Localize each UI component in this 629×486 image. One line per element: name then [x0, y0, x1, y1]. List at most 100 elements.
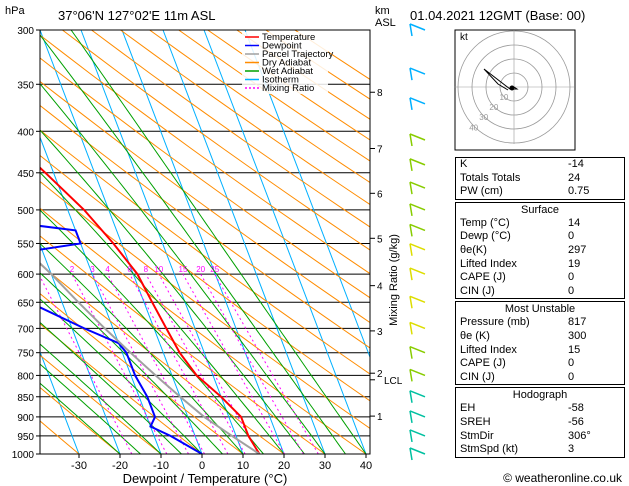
- series-temperature: [40, 166, 261, 454]
- index-row: StmSpd (kt) 3: [456, 443, 624, 457]
- wind-barb: [409, 181, 426, 189]
- index-value: 0: [568, 284, 575, 297]
- dry-adiabat-line: [40, 207, 367, 454]
- wind-barb: [409, 133, 426, 141]
- mixing-ratio-label: 2: [70, 265, 75, 274]
- index-row: Temp (°C) 14: [456, 217, 624, 231]
- index-row: PW (cm) 0.75: [456, 185, 624, 199]
- index-box-title: Most Unstable: [504, 303, 576, 316]
- hodograph-ring-label: 10: [499, 93, 508, 102]
- dry-adiabat-line: [40, 34, 370, 275]
- wind-barb-flag: [409, 23, 413, 37]
- wet-adiabat-line: [40, 298, 203, 454]
- wind-barb: [409, 23, 426, 31]
- dry-adiabat-line: [40, 354, 162, 454]
- isotherm-line: [40, 243, 121, 454]
- km-tick-label: 6: [377, 189, 383, 200]
- x-axis-label: Dewpoint / Temperature (°C): [123, 471, 288, 486]
- wet-adiabat-line: [40, 321, 182, 454]
- wet-adiabat-line: [40, 343, 162, 454]
- index-value: 817: [568, 316, 587, 329]
- wind-barb: [409, 447, 426, 455]
- mixing-ratio-line: [158, 273, 260, 454]
- index-label: Dewp (°C): [460, 230, 511, 243]
- dry-adiabat-line: [40, 57, 370, 299]
- dry-adiabat-line: [40, 235, 326, 454]
- wind-barb: [409, 429, 426, 437]
- index-row: CAPE (J) 0: [456, 357, 624, 371]
- pressure-tick-label: 850: [17, 393, 34, 404]
- series-parcel-trajectory: [40, 261, 260, 454]
- mixing-ratio-label: 15: [179, 265, 188, 274]
- index-value: 297: [568, 243, 587, 256]
- dry-adiabat-line: [62, 30, 370, 251]
- wind-barb-flag: [409, 97, 413, 110]
- mixing-ratio-label: 8: [144, 265, 149, 274]
- wet-adiabat-line: [40, 242, 244, 454]
- index-row: θe(K) 297: [456, 244, 624, 258]
- mixing-ratio-label: 10: [154, 265, 163, 274]
- isotherm-line: [121, 30, 285, 454]
- wind-barb-flag: [409, 203, 413, 217]
- isotherm-line: [40, 350, 80, 454]
- index-value: -14: [568, 158, 584, 170]
- indices-panel: K -14 Totals Totals 24 PW (cm) 0.75 Surface Te…: [455, 157, 625, 458]
- mixing-ratio-label: 25: [210, 265, 219, 274]
- index-value: 0: [568, 230, 575, 243]
- lcl-label: LCL: [384, 376, 403, 387]
- dry-adiabat-line: [40, 180, 370, 430]
- wind-barb-flag: [409, 296, 413, 309]
- index-value: 0: [568, 357, 575, 370]
- wind-barb-flag: [409, 67, 413, 81]
- dry-adiabat-line: [40, 129, 370, 375]
- mixing-ratio-label: 20: [196, 265, 205, 274]
- km-label: km: [375, 5, 390, 17]
- pressure-tick-label: 400: [17, 127, 34, 138]
- dry-adiabat-line: [40, 386, 121, 454]
- hodograph-frame: [454, 29, 576, 151]
- wind-barb: [409, 97, 426, 105]
- index-box-surface: Surface Temp (°C) 14 Dewp (°C) 0 θe(K) 297 Lift…: [455, 201, 625, 300]
- index-row: StmDir 306°: [456, 430, 624, 444]
- index-row: θe (K) 300: [456, 330, 624, 344]
- mixing-ratio-label: 4: [105, 265, 110, 274]
- dry-adiabat-line: [120, 30, 370, 206]
- dry-adiabat-line: [40, 323, 203, 454]
- index-label: CAPE (J): [460, 271, 506, 284]
- copyright: © weatheronline.co.uk: [503, 471, 623, 485]
- legend-label: Isotherm: [262, 75, 299, 86]
- index-value: 15: [568, 343, 581, 356]
- index-value: 14: [568, 216, 581, 229]
- index-row: Lifted Index 15: [456, 344, 624, 358]
- legend-label: Wet Adiabat: [262, 66, 313, 77]
- index-label: Temp (°C): [460, 216, 510, 229]
- index-label: Lifted Index: [460, 257, 517, 270]
- index-row: Lifted Index 19: [456, 258, 624, 272]
- index-row: Pressure (mb) 817: [456, 316, 624, 330]
- hodograph-kt-label: kt: [460, 32, 468, 43]
- wind-barb-flag: [409, 243, 413, 256]
- legend-label: Dry Adiabat: [262, 58, 311, 69]
- wind-barbs: [409, 23, 426, 461]
- legend-label: Temperature: [262, 32, 315, 43]
- wind-barb: [409, 321, 426, 330]
- temp-tick-label: 20: [278, 460, 290, 472]
- index-label: CIN (J): [460, 284, 495, 297]
- temp-tick-label: 40: [360, 460, 372, 472]
- wind-barb: [409, 267, 426, 275]
- wind-barb-flag: [409, 267, 413, 281]
- index-box-title: Surface: [521, 203, 559, 216]
- km-tick-label: 7: [377, 144, 383, 155]
- wind-barb-flag: [409, 158, 413, 172]
- pressure-tick-label: 500: [17, 206, 34, 217]
- pressure-tick-label: 300: [17, 26, 34, 37]
- mixing-ratio-line: [92, 273, 189, 454]
- index-label: θe(K): [460, 243, 487, 256]
- wind-barb-flag: [409, 410, 413, 424]
- wind-barb: [409, 243, 426, 251]
- isotherm-line: [244, 30, 370, 359]
- wind-barb-flag: [409, 181, 413, 195]
